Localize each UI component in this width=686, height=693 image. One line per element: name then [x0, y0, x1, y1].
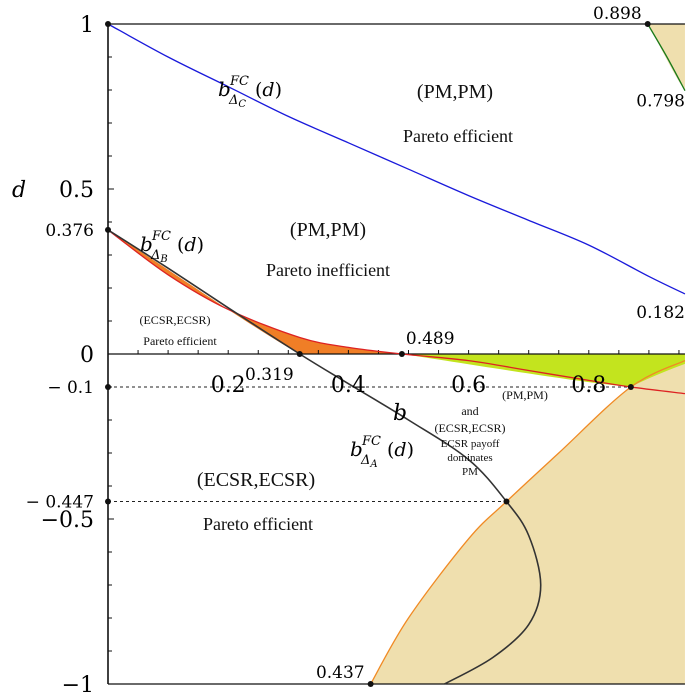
svg-text:b: b [350, 437, 363, 461]
point-marker [503, 498, 510, 505]
x-tick-label: 0.6 [451, 373, 486, 398]
x-tick-label: 0.2 [211, 373, 246, 398]
region-3-label: (ECSR,ECSR) [139, 313, 210, 327]
reference-lines [108, 386, 631, 503]
region-2-label: (PM,PM) [290, 219, 366, 241]
region-5-line-4: ECSR payoff [441, 438, 500, 450]
point-marker [105, 21, 111, 27]
point-marker [105, 226, 111, 233]
curve-label-c: b FC ΔC (d) [218, 74, 282, 110]
point-marker [105, 498, 111, 505]
region-5-line-3: (ECSR,ECSR) [434, 421, 505, 435]
y-tick-label: 0 [80, 343, 94, 368]
point-marker [627, 384, 634, 390]
region-2-sub: Pareto inefficient [266, 260, 390, 280]
point-label: 0.489 [406, 329, 455, 349]
y-mark-label: − 0.447 [26, 493, 94, 513]
svg-text:(d): (d) [255, 79, 282, 101]
minor-ticks [108, 23, 680, 685]
series-line-4 [647, 23, 686, 91]
x-tick-label: 0.8 [571, 373, 606, 398]
series-line-0 [107, 23, 686, 295]
point-label: 0.182 [636, 303, 685, 323]
point-marker [398, 351, 405, 357]
points: 0.898 0.798 0.182 0.489 0.319 0.437 [105, 4, 685, 687]
svg-text:FC: FC [361, 434, 381, 449]
point-marker [105, 384, 111, 390]
y-mark-label: − 0.1 [47, 378, 94, 398]
svg-text:(d): (d) [387, 439, 414, 461]
region-4-label: (ECSR,ECSR) [197, 469, 315, 491]
tan-region [370, 360, 685, 684]
svg-text:ΔC: ΔC [228, 93, 246, 110]
region-1-sub: Pareto efficient [403, 126, 513, 146]
region-3-sub: Pareto efficient [143, 334, 217, 348]
y-axis-label: d [12, 178, 26, 203]
point-marker [296, 351, 303, 357]
region-1-label: (PM,PM) [417, 81, 493, 103]
y-mark-label: 0.376 [45, 221, 94, 241]
region-4-sub: Pareto efficient [203, 514, 313, 534]
svg-text:FC: FC [229, 74, 249, 89]
point-marker [367, 681, 374, 687]
region-5-line-6: PM [462, 466, 478, 478]
point-label: 0.319 [245, 365, 294, 385]
svg-text:ΔB: ΔB [150, 248, 168, 265]
point-label: 0.898 [593, 4, 642, 24]
svg-text:b: b [140, 232, 153, 256]
y-tick-label: 0.5 [59, 178, 94, 203]
x-tick-label: 0.4 [331, 373, 366, 398]
svg-text:FC: FC [151, 229, 171, 244]
svg-text:(d): (d) [177, 234, 204, 256]
curve-label-b: b FC ΔB (d) [140, 229, 204, 265]
region-5-line-1: (PM,PM) [502, 388, 548, 402]
y-tick-label: −0.5 [41, 508, 94, 533]
point-label: 0.798 [636, 92, 685, 112]
y-tick-label: 1 [80, 13, 94, 38]
series-line-2 [107, 229, 542, 685]
point-marker [644, 21, 651, 27]
y-tick-label: −1 [62, 673, 94, 693]
region-5-line-5: dominates [447, 452, 492, 464]
x-axis-label: b [393, 401, 407, 426]
svg-text:ΔA: ΔA [360, 453, 378, 470]
svg-text:b: b [218, 77, 231, 101]
point-label: 0.437 [316, 663, 365, 683]
curve-label-a: b FC ΔA (d) [350, 434, 414, 470]
green-region [401, 354, 685, 387]
tick-labels: 1 0.5 0 −0.5 −1 0.376 − 0.1 − 0.447 0.2 0.4 0.6 0.8 [26, 13, 607, 693]
region-5-line-2: and [461, 404, 478, 418]
